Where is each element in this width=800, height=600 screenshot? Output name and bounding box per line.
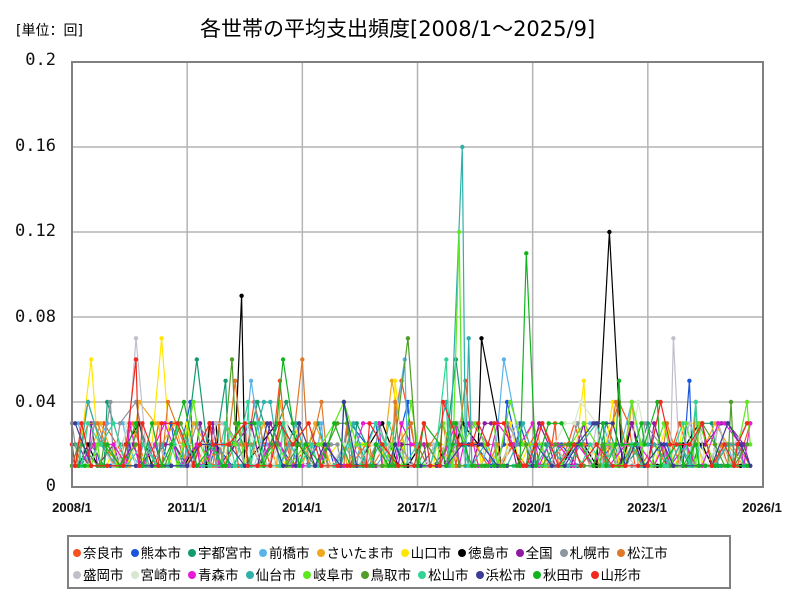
legend-marker-icon bbox=[590, 571, 599, 579]
legend-marker-icon bbox=[259, 549, 267, 557]
legend-item: 山形市 bbox=[590, 564, 642, 584]
legend-label: 札幌市 bbox=[569, 546, 611, 562]
y-tick: 0 bbox=[45, 476, 56, 496]
legend-label: 奈良市 bbox=[83, 546, 124, 562]
legend-item: 岐阜市 bbox=[303, 564, 354, 584]
legend-marker-icon bbox=[360, 571, 369, 579]
data-series bbox=[69, 144, 753, 469]
legend-marker-icon bbox=[303, 571, 311, 579]
legend-marker-icon bbox=[418, 571, 426, 579]
x-tick: 2014/1 bbox=[282, 500, 322, 515]
legend-item: 宇都宮市 bbox=[188, 542, 252, 562]
legend-marker-icon bbox=[245, 571, 254, 579]
legend-item: 山口市 bbox=[400, 542, 452, 562]
legend-item: 宮崎市 bbox=[130, 564, 182, 584]
legend-item: 徳島市 bbox=[458, 542, 509, 562]
legend-label: 山口市 bbox=[410, 546, 452, 562]
legend-marker-icon bbox=[475, 571, 484, 579]
legend-row: 盛岡市 宮崎市 青森市 仙台市 岐阜市 鳥取市 松山市 浜松市 秋田市 山形市 bbox=[73, 564, 648, 584]
x-tick: 2023/1 bbox=[627, 500, 667, 515]
legend-label: 徳島市 bbox=[468, 546, 509, 562]
legend-label: 宇都宮市 bbox=[198, 546, 252, 562]
legend-label: 松江市 bbox=[627, 546, 668, 562]
legend-marker-icon bbox=[316, 549, 325, 557]
legend-item: 奈良市 bbox=[73, 542, 124, 562]
legend-item: 熊本市 bbox=[130, 542, 182, 562]
legend-item: 松江市 bbox=[617, 542, 668, 562]
y-tick: 0.12 bbox=[15, 221, 56, 241]
legend-item: 盛岡市 bbox=[73, 564, 124, 584]
legend-label: さいたま市 bbox=[326, 546, 394, 562]
legend-item: 秋田市 bbox=[533, 564, 584, 584]
legend-marker-icon bbox=[130, 571, 139, 579]
x-tick: 2020/1 bbox=[512, 500, 552, 515]
legend-item: 前橋市 bbox=[259, 542, 310, 562]
legend-item: 鳥取市 bbox=[360, 564, 412, 584]
x-tick: 2011/1 bbox=[167, 500, 207, 515]
legend-label: 熊本市 bbox=[140, 546, 182, 562]
legend-marker-icon bbox=[559, 549, 568, 557]
legend: 奈良市 熊本市 宇都宮市 前橋市 さいたま市 山口市 徳島市 全国 札幌市 松江市 盛岡市 宮崎市青… bbox=[67, 535, 731, 589]
y-tick: 0.04 bbox=[15, 392, 56, 412]
legend-row: 奈良市 熊本市 宇都宮市 前橋市 さいたま市 山口市 徳島市 全国 札幌市 松江市 bbox=[73, 542, 675, 562]
legend-marker-icon bbox=[515, 549, 524, 557]
legend-marker-icon bbox=[73, 571, 81, 579]
legend-item: 札幌市 bbox=[559, 542, 611, 562]
legend-marker-icon bbox=[188, 571, 196, 579]
legend-marker-icon bbox=[458, 549, 467, 557]
x-tick: 2026/1 bbox=[742, 500, 782, 515]
legend-marker-icon bbox=[533, 571, 541, 579]
legend-marker-icon bbox=[617, 549, 626, 557]
legend-label: 岐阜市 bbox=[313, 568, 354, 584]
legend-label: 仙台市 bbox=[255, 568, 297, 584]
legend-label: 鳥取市 bbox=[370, 568, 412, 584]
legend-item: さいたま市 bbox=[316, 542, 394, 562]
legend-label: 全国 bbox=[525, 546, 553, 562]
legend-item: 松山市 bbox=[418, 564, 469, 584]
legend-label: 宮崎市 bbox=[140, 568, 182, 584]
y-tick: 0.08 bbox=[15, 307, 56, 327]
legend-label: 山形市 bbox=[600, 568, 642, 584]
legend-marker-icon bbox=[188, 549, 196, 557]
series-line bbox=[69, 357, 750, 468]
x-tick: 2017/1 bbox=[397, 500, 437, 515]
legend-marker-icon bbox=[73, 549, 81, 557]
chart-title: 各世帯の平均支出頻度[2008/1～2025/9] bbox=[200, 17, 596, 41]
legend-label: 秋田市 bbox=[543, 568, 584, 584]
legend-label: 盛岡市 bbox=[83, 568, 124, 584]
legend-item: 浜松市 bbox=[475, 564, 527, 584]
y-tick: 0.16 bbox=[15, 136, 56, 156]
legend-marker-icon bbox=[130, 549, 139, 557]
legend-label: 前橋市 bbox=[269, 546, 310, 562]
legend-item: 青森市 bbox=[188, 564, 239, 584]
legend-label: 松山市 bbox=[428, 568, 469, 584]
unit-label: [単位：回] bbox=[16, 23, 83, 39]
legend-item: 仙台市 bbox=[245, 564, 297, 584]
y-tick: 0.2 bbox=[25, 50, 56, 70]
gridlines bbox=[72, 62, 763, 487]
x-tick: 2008/1 bbox=[52, 500, 92, 515]
legend-item: 全国 bbox=[515, 542, 553, 562]
plot-frame bbox=[71, 61, 764, 488]
legend-label: 青森市 bbox=[198, 568, 239, 584]
legend-label: 浜松市 bbox=[485, 568, 527, 584]
legend-marker-icon bbox=[400, 549, 409, 557]
